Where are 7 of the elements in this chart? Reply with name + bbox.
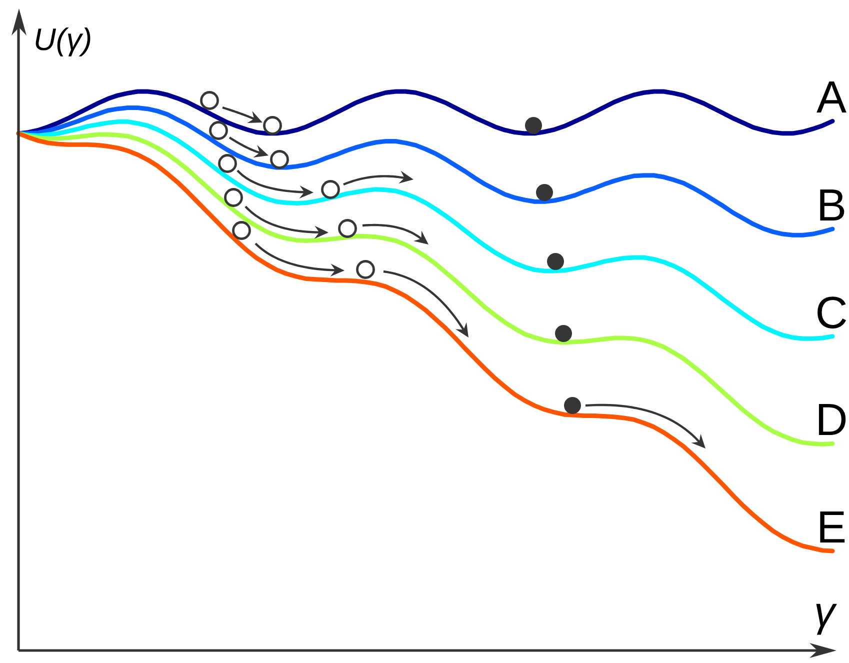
series-label: B (816, 180, 847, 231)
series-label: C (815, 286, 848, 338)
series-label: A (816, 72, 847, 123)
x-axis-title: γ (814, 588, 837, 635)
y-axis-title: U(γ) (34, 22, 92, 57)
series-label: E (816, 502, 847, 552)
series-label: D (815, 394, 848, 446)
